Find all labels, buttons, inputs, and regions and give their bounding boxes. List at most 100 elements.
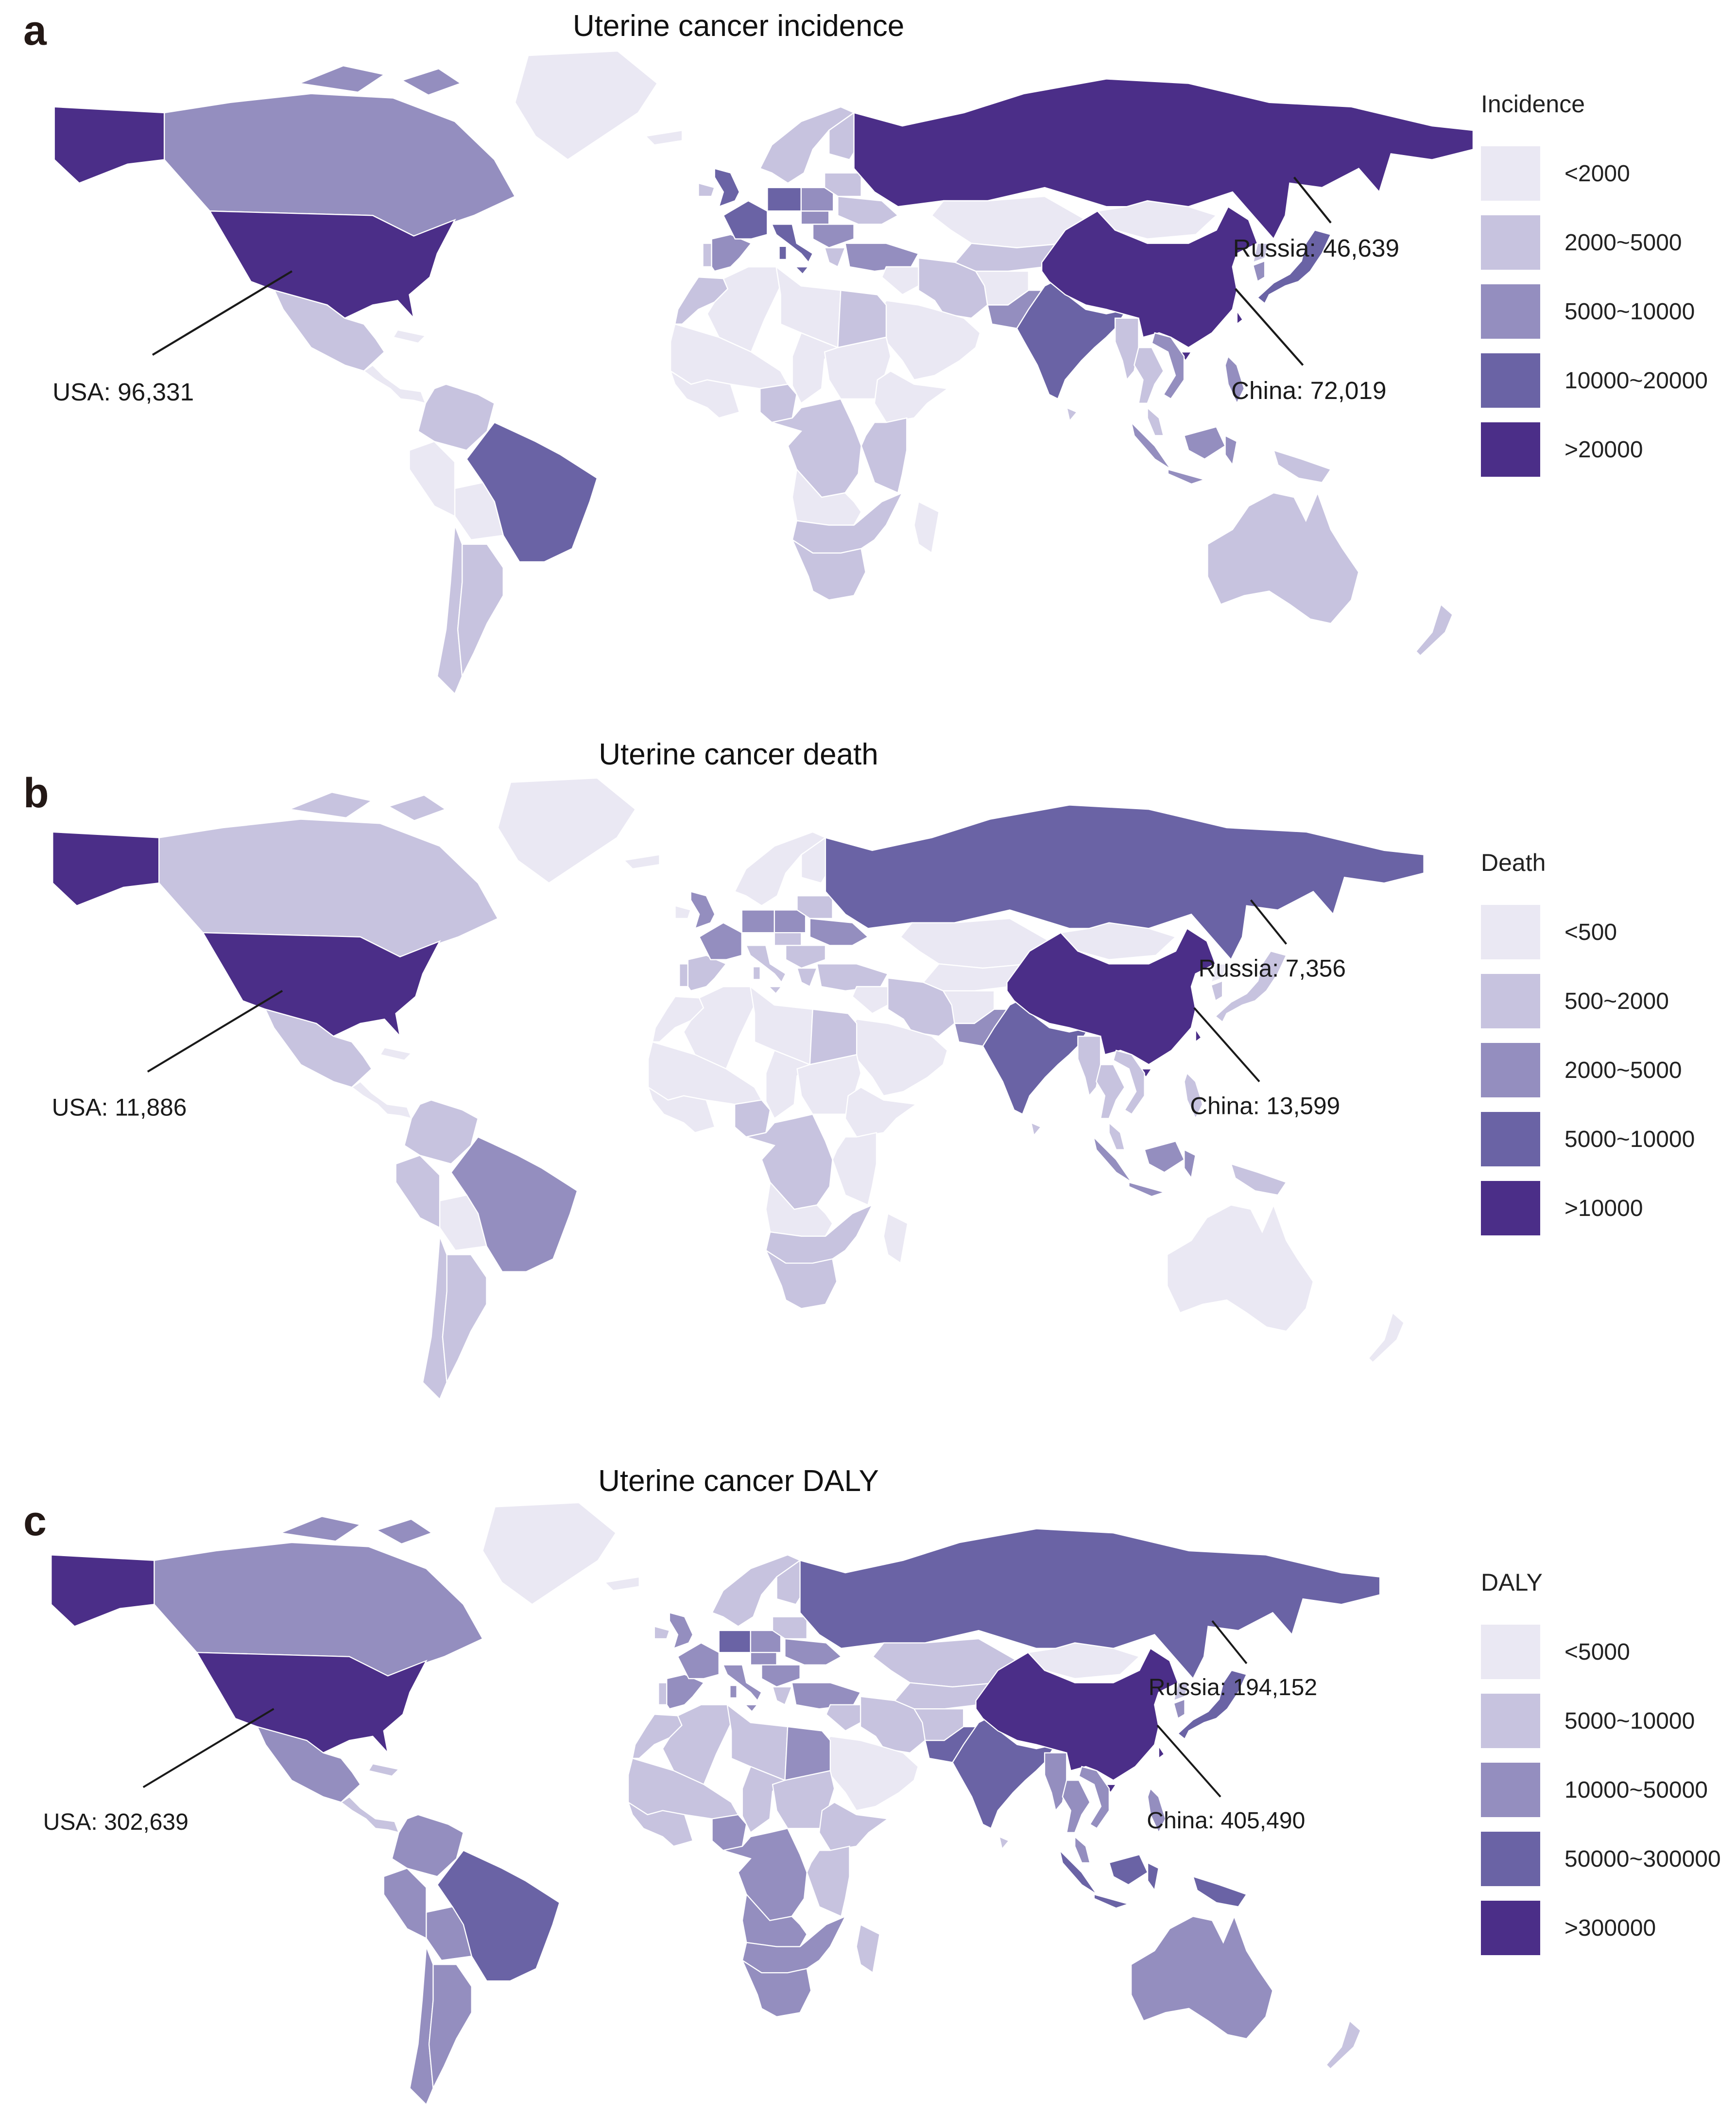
country-central-europe	[773, 932, 802, 946]
country-south-africa	[764, 1249, 838, 1309]
legend-label: >300000	[1564, 1915, 1656, 1941]
legend-label: 10000~20000	[1564, 367, 1708, 394]
country-mexico	[256, 1726, 361, 1803]
country-iceland	[603, 1576, 640, 1592]
country-egypt	[837, 289, 887, 348]
annotation-line-russia	[1250, 899, 1288, 945]
country-colombia	[417, 383, 496, 451]
legend-item: >20000	[1481, 422, 1731, 477]
country-germany	[718, 1630, 751, 1653]
country-italy	[745, 945, 787, 995]
country-nigeria	[734, 1099, 771, 1138]
country-madagascar	[883, 1213, 909, 1265]
country-nigeria	[759, 383, 798, 423]
country-mongolia	[1027, 1642, 1141, 1680]
country-ethiopia	[844, 1086, 918, 1138]
country-east-africa	[832, 1132, 877, 1206]
country-mexico	[273, 289, 385, 372]
world-map-countries	[51, 1503, 1381, 2106]
legend-item: 500~2000	[1481, 974, 1731, 1028]
country-alaska	[53, 106, 165, 184]
country-ukraine	[837, 195, 899, 225]
annotations: USA: 302,639 Russia: 194,152 China: 405,…	[43, 1620, 1317, 1835]
country-sudan	[796, 1054, 862, 1115]
legend-item: 50000~300000	[1481, 1832, 1731, 1886]
country-france	[698, 922, 742, 960]
legend-swatch	[1481, 905, 1540, 959]
legend-swatch	[1481, 146, 1540, 201]
country-egypt	[784, 1726, 831, 1781]
annotation-line-china	[1156, 1724, 1221, 1798]
country-madagascar	[913, 501, 940, 554]
country-myanmar	[1077, 1036, 1101, 1097]
country-west-africa	[670, 323, 789, 389]
panel-death: b Uterine cancer death	[0, 705, 1736, 1410]
annotation-label-usa: USA: 11,886	[52, 1094, 187, 1121]
panel-letter-b: b	[23, 770, 49, 816]
country-ireland	[698, 182, 716, 197]
country-thailand	[1096, 1064, 1126, 1119]
annotation-line-russia	[1293, 176, 1332, 224]
country-guinea-coast	[647, 1086, 716, 1133]
legend-items: <5000 5000~10000 10000~50000 50000~300000 >3…	[1481, 1625, 1731, 1955]
legend-label: <500	[1564, 919, 1617, 945]
annotation-label-china: China: 13,599	[1190, 1093, 1340, 1120]
country-guinea-coast	[669, 369, 740, 419]
country-uk	[669, 1612, 694, 1649]
country-germany	[741, 909, 775, 934]
annotation-label-russia: Russia: 46,639	[1233, 234, 1399, 262]
legend-swatch	[1481, 1043, 1540, 1097]
country-central-america	[362, 364, 427, 404]
country-poland	[773, 909, 807, 934]
country-alaska	[52, 831, 160, 907]
country-malaysia	[1108, 1121, 1126, 1150]
legend-swatch	[1481, 1112, 1540, 1166]
world-map-countries	[53, 51, 1473, 695]
country-romania	[785, 945, 826, 969]
country-japan	[1256, 229, 1332, 305]
country-philippines	[1147, 1787, 1167, 1834]
legend-item: 2000~5000	[1481, 1043, 1731, 1097]
legend-label: 10000~50000	[1564, 1777, 1708, 1803]
legend-swatch	[1481, 1901, 1540, 1955]
world-map-incidence: USA: 96,331 Russia: 46,639 China: 72,019	[6, 51, 1473, 700]
country-chile	[436, 525, 463, 695]
legend-item: >10000	[1481, 1181, 1731, 1235]
country-greece	[824, 247, 846, 268]
country-greece	[772, 1686, 793, 1706]
country-uk	[714, 168, 740, 208]
annotation-label-russia: Russia: 194,152	[1149, 1674, 1317, 1700]
panel-incidence: a Uterine cancer incidence	[0, 0, 1736, 705]
panel-title-death: Uterine cancer death	[599, 738, 878, 771]
country-south-korea	[1210, 980, 1223, 1002]
country-new-zealand	[1368, 1312, 1405, 1364]
country-ethiopia	[874, 370, 950, 423]
country-south-africa	[791, 538, 866, 601]
country-mexico	[264, 1008, 373, 1088]
country-drc	[772, 398, 862, 498]
legend-swatch	[1481, 1694, 1540, 1748]
legend-item: 5000~10000	[1481, 1694, 1731, 1748]
country-france	[677, 1642, 720, 1680]
country-drc	[746, 1113, 833, 1210]
country-colombia	[391, 1814, 464, 1877]
country-greece	[796, 967, 818, 988]
country-sri-lanka	[1066, 406, 1078, 422]
country-romania	[761, 1664, 801, 1688]
country-usa	[208, 210, 456, 320]
country-portugal	[702, 243, 712, 268]
country-romania	[812, 224, 855, 249]
country-ireland	[674, 905, 692, 919]
country-spain	[687, 954, 727, 992]
country-baltics	[824, 172, 862, 197]
legend-label: >10000	[1564, 1195, 1643, 1221]
legend-item: 10000~50000	[1481, 1763, 1731, 1817]
panel-daly: c Uterine cancer DALY	[0, 1410, 1736, 2116]
legend-swatch	[1481, 353, 1540, 408]
annotation-line-china	[1193, 1007, 1260, 1082]
country-mongolia	[1060, 922, 1177, 960]
country-argentina	[457, 543, 504, 678]
legend-swatch	[1481, 1625, 1540, 1679]
country-west-africa	[627, 1757, 739, 1820]
country-vietnam	[1113, 1049, 1145, 1115]
